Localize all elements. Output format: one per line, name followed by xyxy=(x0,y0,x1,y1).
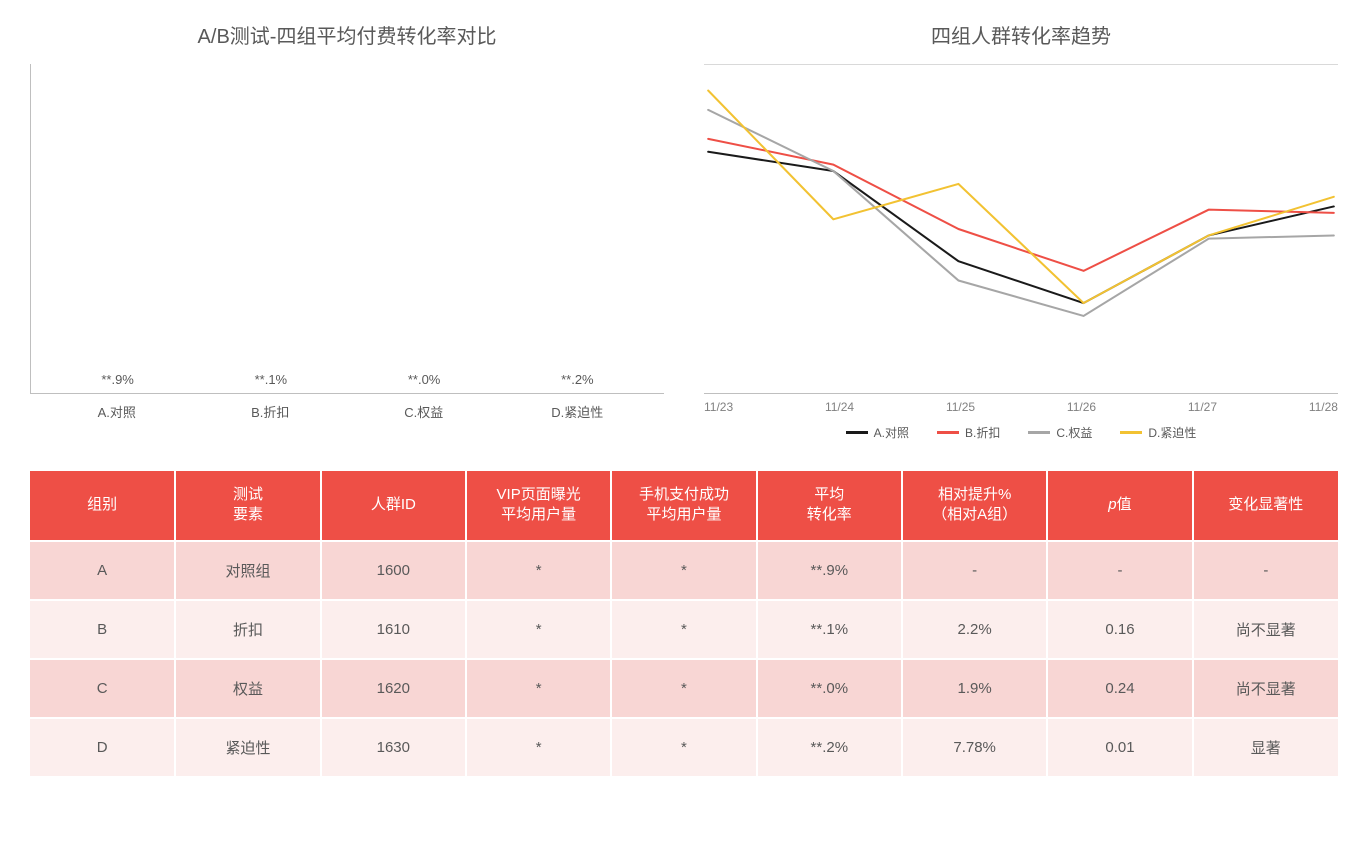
legend-swatch xyxy=(937,431,959,434)
table-header-cell: 组别 xyxy=(30,471,175,541)
table-cell: * xyxy=(611,600,756,659)
bar-column: **.9% xyxy=(50,372,185,393)
table-cell: 折扣 xyxy=(175,600,320,659)
legend-label: C.权益 xyxy=(1056,424,1092,441)
legend-swatch xyxy=(846,431,868,434)
bar-xaxis-label: D.紧迫性 xyxy=(510,402,645,421)
table-header-cell: 平均转化率 xyxy=(757,471,902,541)
table-row: C权益1620****.0%1.9%0.24尚不显著 xyxy=(30,659,1338,718)
legend-item: B.折扣 xyxy=(937,424,1000,441)
table-cell: 尚不显著 xyxy=(1193,600,1338,659)
bar-column: **.0% xyxy=(357,372,492,393)
table-header-cell: 变化显著性 xyxy=(1193,471,1338,541)
legend-swatch xyxy=(1120,431,1142,434)
bar-chart-panel: A/B测试-四组平均付费转化率对比 **.9% **.1% **.0% **.2% A… xyxy=(30,20,664,441)
legend-item: A.对照 xyxy=(846,424,909,441)
table-cell: 1600 xyxy=(321,541,466,600)
table-cell: 0.24 xyxy=(1047,659,1192,718)
line-xaxis-label: 11/23 xyxy=(704,400,733,414)
line-xaxis-label: 11/25 xyxy=(946,400,975,414)
table-cell: B xyxy=(30,600,175,659)
table-cell: 1630 xyxy=(321,718,466,776)
table-cell: - xyxy=(1047,541,1192,600)
line-series xyxy=(708,91,1334,304)
legend-swatch xyxy=(1028,431,1050,434)
table-row: D紧迫性1630****.2%7.78%0.01显著 xyxy=(30,718,1338,776)
table-cell: 0.16 xyxy=(1047,600,1192,659)
legend-label: B.折扣 xyxy=(965,424,1000,441)
table-cell: **.0% xyxy=(757,659,902,718)
table-cell: 尚不显著 xyxy=(1193,659,1338,718)
line-chart-xaxis: 11/23 11/24 11/25 11/26 11/27 11/28 xyxy=(704,394,1338,414)
table-header-cell: 手机支付成功平均用户量 xyxy=(611,471,756,541)
table-cell: 对照组 xyxy=(175,541,320,600)
table-cell: * xyxy=(611,659,756,718)
line-chart-panel: 四组人群转化率趋势 11/23 11/24 11/25 11/26 11/27 11/28… xyxy=(704,20,1338,441)
bar-column: **.2% xyxy=(510,372,645,393)
line-series xyxy=(708,139,1334,271)
table-cell: 显著 xyxy=(1193,718,1338,776)
bar-chart-xaxis: A.对照 B.折扣 C.权益 D.紧迫性 xyxy=(30,394,664,421)
table-cell: **.2% xyxy=(757,718,902,776)
table-cell: **.1% xyxy=(757,600,902,659)
results-table: 组别测试要素人群IDVIP页面曝光平均用户量手机支付成功平均用户量平均转化率相对… xyxy=(30,471,1338,776)
line-xaxis-label: 11/28 xyxy=(1309,400,1338,414)
bar-xaxis-label: A.对照 xyxy=(49,402,184,421)
table-cell: * xyxy=(611,718,756,776)
table-header-cell: 相对提升%（相对A组） xyxy=(902,471,1047,541)
table-header-cell: 测试要素 xyxy=(175,471,320,541)
table-cell: C xyxy=(30,659,175,718)
bar-value-label: **.1% xyxy=(255,372,288,387)
table-cell: * xyxy=(466,541,611,600)
table-header-cell: p值 xyxy=(1047,471,1192,541)
table-cell: 1610 xyxy=(321,600,466,659)
line-xaxis-label: 11/26 xyxy=(1067,400,1096,414)
line-chart-legend: A.对照 B.折扣 C.权益 D.紧迫性 xyxy=(704,424,1338,441)
legend-item: D.紧迫性 xyxy=(1120,424,1196,441)
table-cell: * xyxy=(611,541,756,600)
table-cell: 0.01 xyxy=(1047,718,1192,776)
table-row: A对照组1600****.9%--- xyxy=(30,541,1338,600)
table-header-cell: VIP页面曝光平均用户量 xyxy=(466,471,611,541)
bar-chart-area: **.9% **.1% **.0% **.2% xyxy=(30,64,664,394)
bar-column: **.1% xyxy=(203,372,338,393)
bar-value-label: **.9% xyxy=(101,372,134,387)
legend-label: D.紧迫性 xyxy=(1148,424,1196,441)
line-series xyxy=(708,110,1334,316)
table-cell: D xyxy=(30,718,175,776)
table-cell: 2.2% xyxy=(902,600,1047,659)
table-header-cell: 人群ID xyxy=(321,471,466,541)
table-cell: 7.78% xyxy=(902,718,1047,776)
line-xaxis-label: 11/27 xyxy=(1188,400,1217,414)
table-cell: - xyxy=(1193,541,1338,600)
table-cell: - xyxy=(902,541,1047,600)
table-cell: 1620 xyxy=(321,659,466,718)
bar-value-label: **.2% xyxy=(561,372,594,387)
table-cell: 权益 xyxy=(175,659,320,718)
bar-xaxis-label: C.权益 xyxy=(356,402,491,421)
table-row: B折扣1610****.1%2.2%0.16尚不显著 xyxy=(30,600,1338,659)
line-xaxis-label: 11/24 xyxy=(825,400,854,414)
table-cell: A xyxy=(30,541,175,600)
table-cell: * xyxy=(466,600,611,659)
table-cell: * xyxy=(466,718,611,776)
legend-item: C.权益 xyxy=(1028,424,1092,441)
table-cell: * xyxy=(466,659,611,718)
legend-label: A.对照 xyxy=(874,424,909,441)
line-series xyxy=(708,152,1334,303)
table-cell: **.9% xyxy=(757,541,902,600)
bar-value-label: **.0% xyxy=(408,372,441,387)
line-chart-area xyxy=(704,64,1338,394)
table-cell: 1.9% xyxy=(902,659,1047,718)
line-chart-title: 四组人群转化率趋势 xyxy=(704,20,1338,49)
table-cell: 紧迫性 xyxy=(175,718,320,776)
bar-chart-title: A/B测试-四组平均付费转化率对比 xyxy=(30,20,664,49)
bar-xaxis-label: B.折扣 xyxy=(203,402,338,421)
